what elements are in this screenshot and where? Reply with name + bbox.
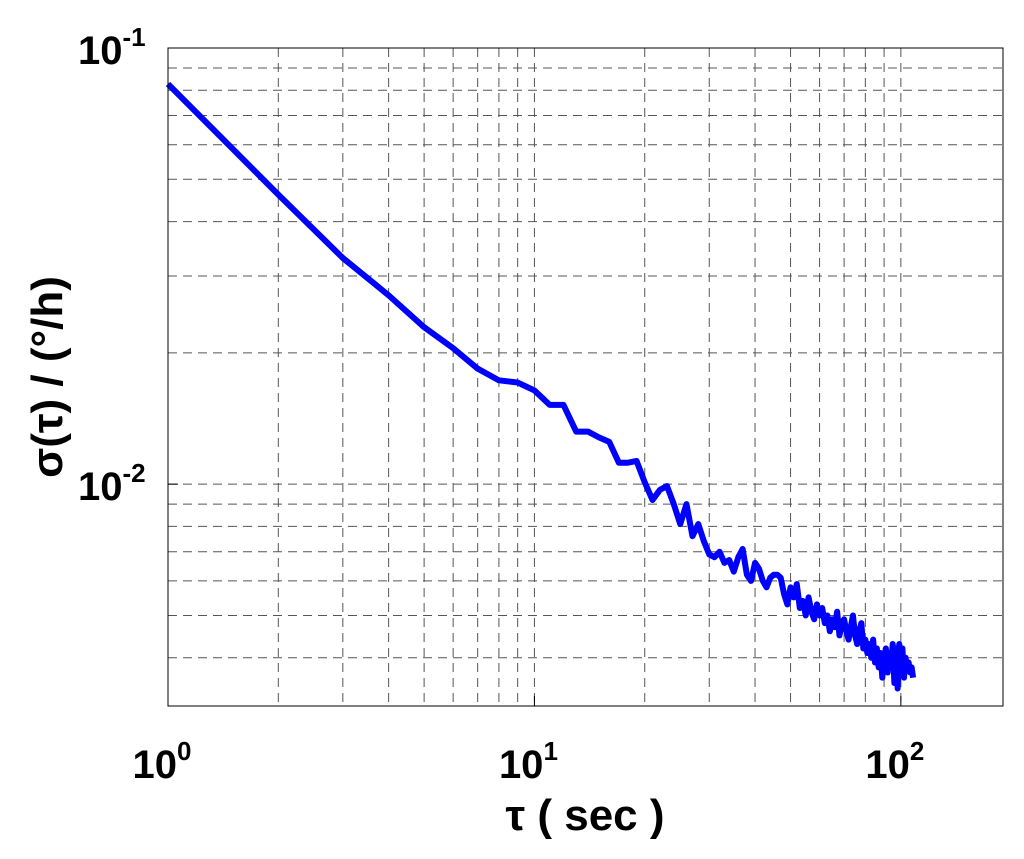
plot-area [168,48,1003,706]
tick-label-exponent: 2 [910,736,924,766]
tick-label: 10-1 [78,22,146,73]
tick-label-base: 10 [499,743,544,787]
x-axis-label: τ ( sec ) [505,791,664,840]
data-line [165,81,917,692]
plot-frame [167,47,1004,707]
tick-label-exponent: 0 [177,736,191,766]
tick-label-base: 10 [865,743,910,787]
tick-label-base: 10 [78,29,123,73]
data-lines [165,81,917,692]
tick-label: 100 [133,736,192,787]
tick-label-base: 10 [133,743,178,787]
tick-label-base: 10 [78,465,123,509]
tick-label-exponent: -1 [123,22,146,52]
tick-label: 101 [499,736,558,787]
tick-label: 10-2 [78,458,146,509]
tick-label-exponent: -2 [123,458,146,488]
tick-label-exponent: 1 [543,736,557,766]
y-axis-label: σ(τ) / (°/h) [23,276,72,478]
grid [167,47,1003,706]
tick-label: 102 [865,736,924,787]
